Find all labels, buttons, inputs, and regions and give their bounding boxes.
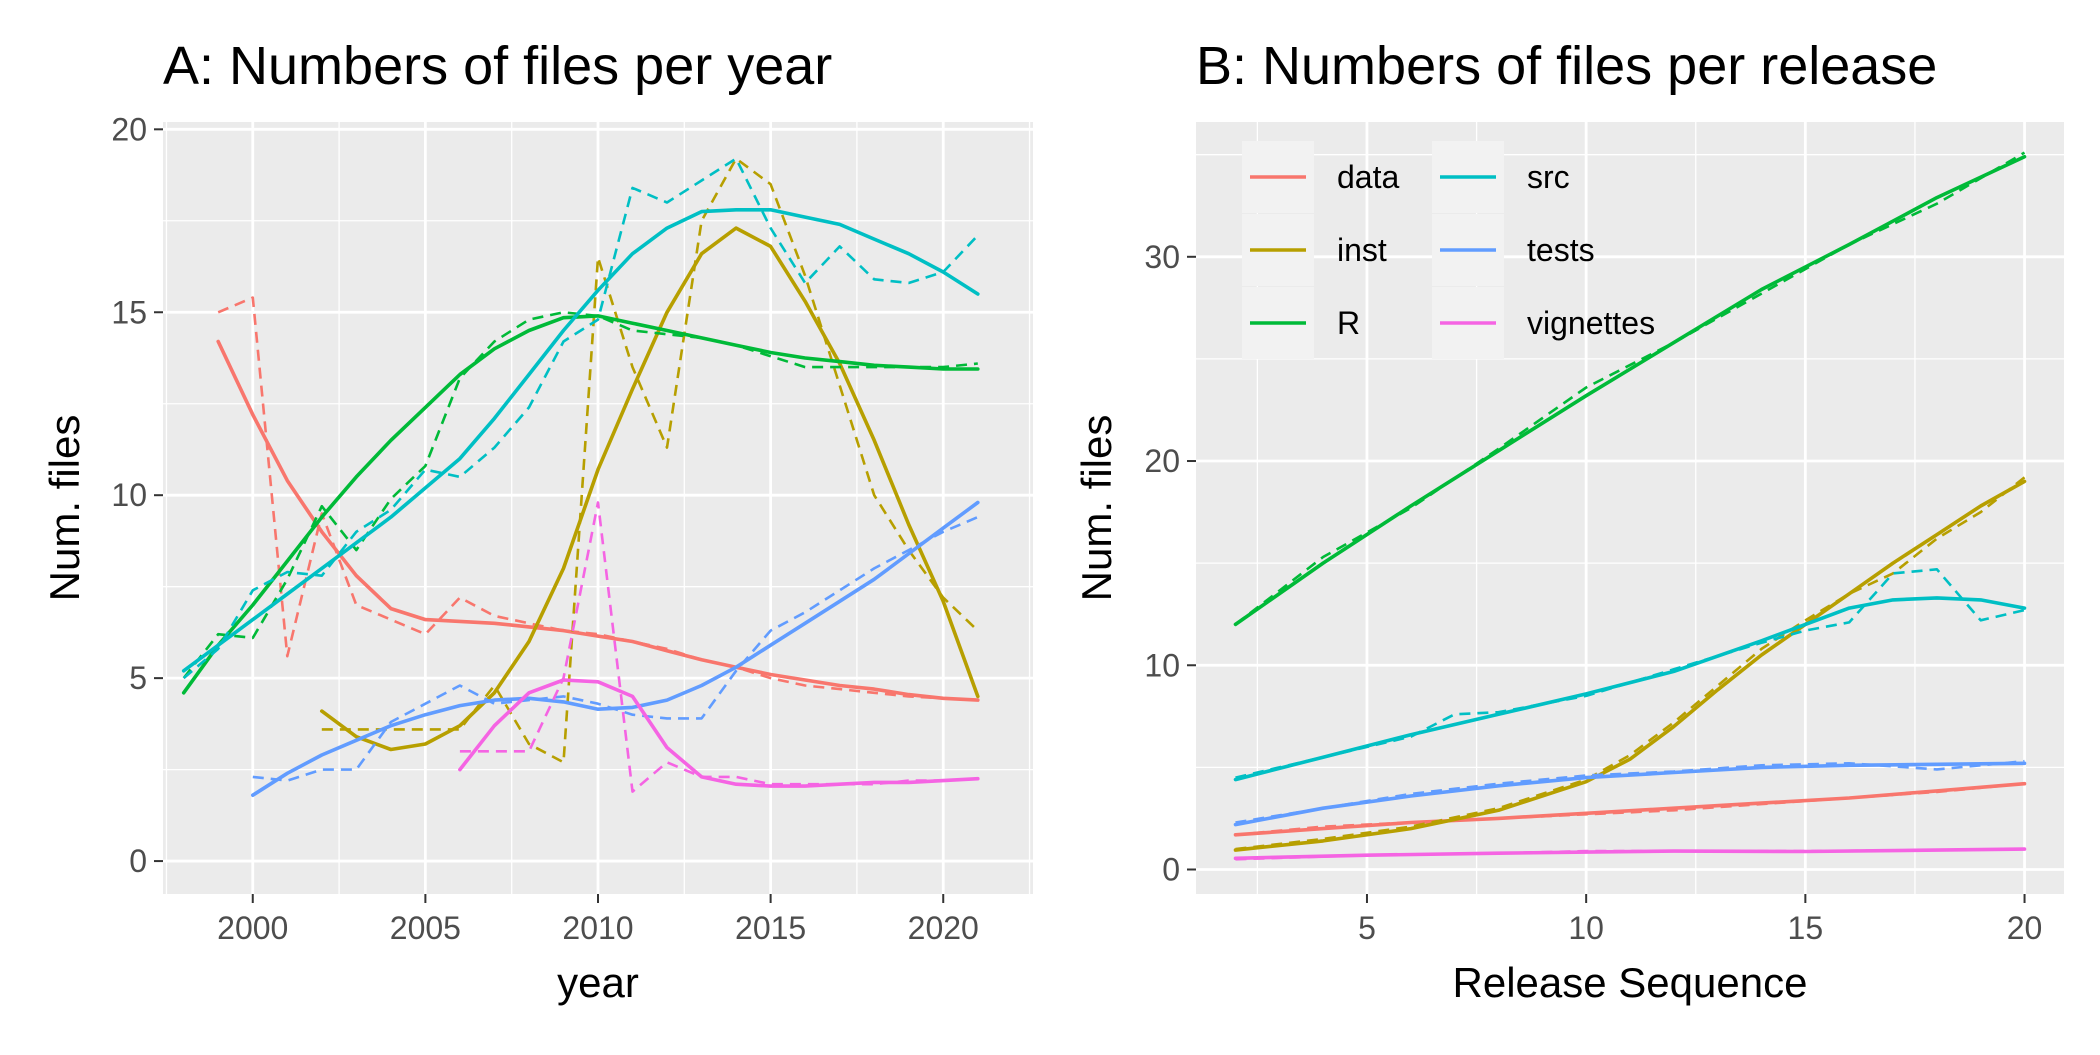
panel-b-x-axis-title: Release Sequence [1453, 959, 1808, 1006]
series-R-observed-line [182, 310, 978, 679]
series-inst-smooth-line [1233, 479, 2027, 852]
series-src-smooth-line [181, 208, 980, 673]
panel-a-x-tick-label: 2015 [735, 910, 806, 946]
series-data-observed-line [217, 296, 978, 702]
panel-b-lines [1233, 151, 2027, 861]
panel-a-lines [181, 157, 980, 798]
panel-a-x-tick-label: 2005 [390, 910, 461, 946]
legend-label-inst: inst [1337, 232, 1387, 268]
panel-b-axes: 5 10 15 20 0 10 20 30 [1144, 239, 2042, 946]
series-vignettes-smooth-line [458, 678, 980, 788]
panel-a-title: A: Numbers of files per year [163, 36, 832, 96]
panel-b-title: B: Numbers of files per release [1196, 36, 1937, 96]
panel-a-y-axis-title: Num. files [41, 415, 88, 602]
series-R-smooth-line [1233, 154, 2027, 627]
panel-a-y-tick-label: 20 [111, 111, 147, 147]
panel-b: B: Numbers of files per release data inst… [1073, 36, 2064, 1006]
series-src-smooth-line [1233, 596, 2027, 782]
panel-b-x-tick-label: 5 [1358, 910, 1376, 946]
panel-b-y-tick-label: 0 [1162, 851, 1180, 887]
panel-b-plot-background [1196, 122, 2064, 894]
panel-a-y-tick-label: 15 [111, 294, 147, 330]
series-R-observed-line [1234, 151, 2026, 626]
panel-a: A: Numbers of files per year 2000 2005 201… [41, 36, 1033, 1006]
panel-a-y-tick-label: 10 [111, 477, 147, 513]
panel-b-y-tick-label: 30 [1144, 239, 1180, 275]
series-tests-smooth-line [251, 500, 980, 798]
panel-b-y-axis-title: Num. files [1073, 415, 1120, 602]
series-src-observed-line [182, 157, 979, 680]
series-inst-smooth-line [319, 226, 980, 752]
legend-label-vignettes: vignettes [1527, 305, 1655, 341]
series-tests-smooth-line [1233, 761, 2027, 827]
panel-b-x-tick-label: 10 [1568, 910, 1604, 946]
panel-a-axes: 2000 2005 2010 2015 2020 0 5 10 15 20 [111, 111, 978, 946]
legend-label-tests: tests [1527, 232, 1595, 268]
panel-a-x-tick-label: 2000 [217, 910, 288, 946]
panel-a-y-tick-label: 0 [129, 843, 147, 879]
series-data-smooth-line [216, 339, 980, 702]
series-R-smooth-line [181, 314, 980, 695]
panel-a-x-tick-label: 2010 [562, 910, 633, 946]
series-vignettes-observed-line [459, 501, 978, 793]
series-data-smooth-line [1233, 781, 2027, 837]
legend-label-src: src [1527, 159, 1570, 195]
legend-label-data: data [1337, 159, 1399, 195]
series-inst-observed-line [1235, 476, 2026, 851]
series-inst-observed-line [321, 157, 979, 764]
panel-b-x-tick-label: 15 [1788, 910, 1824, 946]
panel-a-x-axis-title: year [557, 959, 639, 1006]
panel-b-x-tick-label: 20 [2007, 910, 2043, 946]
panel-a-x-tick-label: 2020 [908, 910, 979, 946]
panel-b-y-tick-label: 10 [1144, 647, 1180, 683]
panel-b-y-tick-label: 20 [1144, 443, 1180, 479]
panel-a-y-tick-label: 5 [129, 660, 147, 696]
panel-a-grid [163, 122, 1033, 894]
series-vignettes-smooth-line [1233, 847, 2027, 861]
legend-label-R: R [1337, 305, 1360, 341]
